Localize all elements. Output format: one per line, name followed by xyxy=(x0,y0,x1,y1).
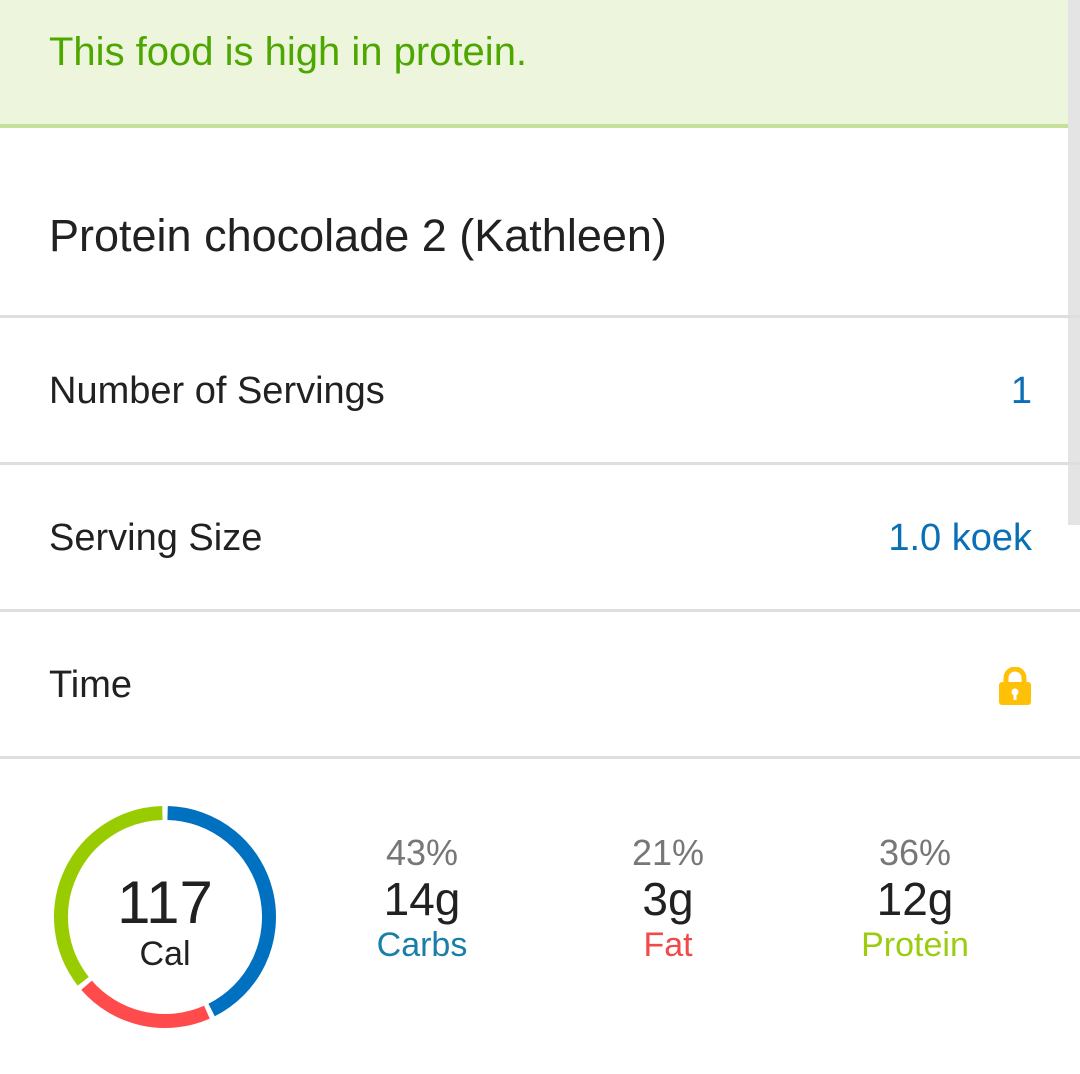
banner-text: This food is high in protein. xyxy=(49,30,528,74)
protein-percent: 36% xyxy=(878,832,952,873)
food-title: Protein chocolade 2 (Kathleen) xyxy=(49,210,667,261)
time-row[interactable]: Time xyxy=(0,609,1080,757)
serving-size-row[interactable]: Serving Size 1.0 koek xyxy=(0,462,1080,610)
lock-icon xyxy=(999,667,1031,705)
carbs-label: Carbs xyxy=(376,926,468,964)
calories-unit: Cal xyxy=(139,935,191,973)
protein-grams: 12g xyxy=(876,873,954,925)
carbs-grams: 14g xyxy=(383,873,461,925)
calories: 117 Cal xyxy=(65,868,265,974)
donut-segment-protein xyxy=(54,806,163,986)
calorie-donut xyxy=(54,806,276,1028)
donut-segment-carbs xyxy=(167,806,276,1017)
number-of-servings-row[interactable]: Number of Servings 1 xyxy=(0,315,1080,463)
fat-label: Fat xyxy=(643,926,693,964)
macro-protein: 36% 12g Protein xyxy=(815,832,1015,965)
serving-size-value[interactable]: 1.0 koek xyxy=(888,517,1032,559)
high-protein-banner: This food is high in protein. xyxy=(0,0,1080,128)
carbs-percent: 43% xyxy=(385,832,459,873)
donut-segment-fat xyxy=(81,980,210,1028)
macro-fat: 21% 3g Fat xyxy=(568,832,768,965)
macro-summary xyxy=(0,756,1080,1074)
calories-value: 117 xyxy=(117,869,213,936)
servings-label: Number of Servings xyxy=(49,370,385,412)
fat-grams: 3g xyxy=(642,873,694,925)
protein-label: Protein xyxy=(861,926,969,964)
servings-value[interactable]: 1 xyxy=(1010,370,1032,412)
fat-percent: 21% xyxy=(631,832,705,873)
time-label: Time xyxy=(49,664,133,706)
scrollbar[interactable] xyxy=(1068,0,1080,525)
serving-size-label: Serving Size xyxy=(49,517,263,559)
macro-carbs: 43% 14g Carbs xyxy=(322,832,522,965)
